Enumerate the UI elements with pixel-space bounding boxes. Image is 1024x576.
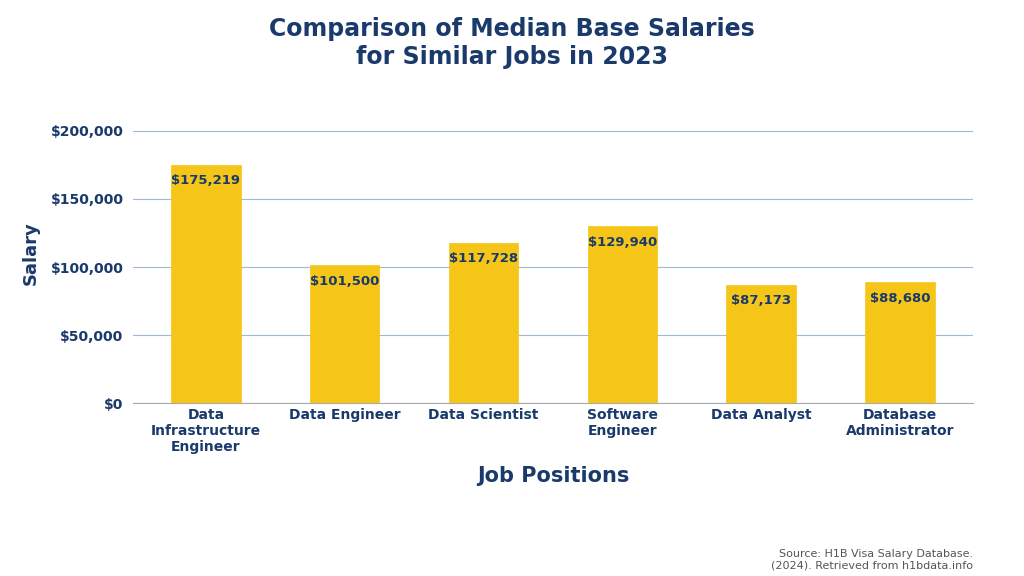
Text: $117,728: $117,728 — [449, 252, 518, 266]
Text: Comparison of Median Base Salaries
for Similar Jobs in 2023: Comparison of Median Base Salaries for S… — [269, 17, 755, 69]
Text: Source: H1B Visa Salary Database.
(2024). Retrieved from h1bdata.info: Source: H1B Visa Salary Database. (2024)… — [771, 548, 973, 570]
Bar — [310, 265, 380, 403]
Text: $87,173: $87,173 — [731, 294, 792, 307]
Bar — [588, 226, 657, 403]
Bar — [171, 165, 241, 403]
Y-axis label: Salary: Salary — [22, 222, 39, 285]
Bar — [726, 285, 796, 403]
Text: $175,219: $175,219 — [171, 174, 241, 187]
Bar — [449, 243, 518, 403]
Text: $129,940: $129,940 — [588, 236, 657, 249]
X-axis label: Job Positions: Job Positions — [477, 465, 629, 486]
Text: $101,500: $101,500 — [310, 275, 380, 287]
Bar — [865, 282, 935, 403]
Text: $88,680: $88,680 — [869, 292, 930, 305]
